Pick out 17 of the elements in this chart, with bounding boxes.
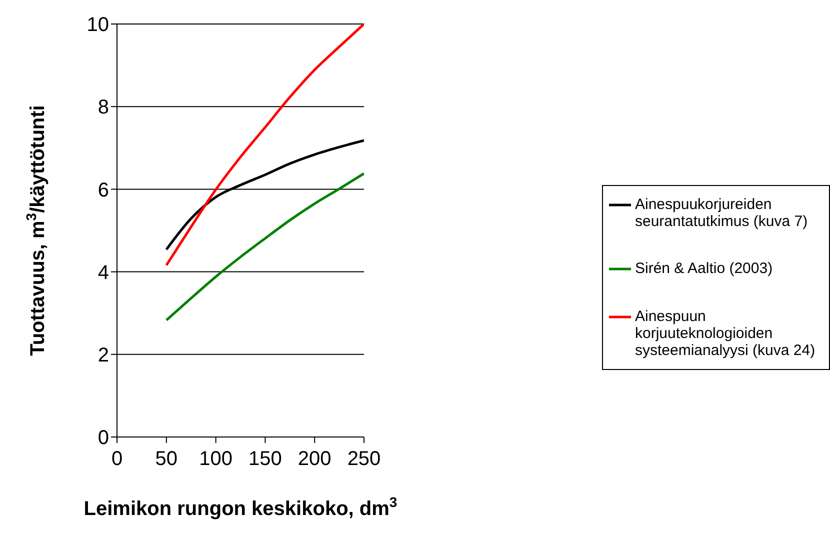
line-series	[165, 24, 364, 266]
legend-label: Ainespuukorjureiden seurantatutkimus (kuva 7)	[635, 196, 809, 230]
y-tick-label: 2	[98, 344, 109, 366]
x-tick-label: 200	[298, 448, 332, 470]
x-tick-label: 150	[248, 448, 282, 470]
y-tick-label: 8	[98, 96, 109, 119]
y-tick-label: 4	[98, 262, 109, 284]
line-series	[165, 172, 364, 322]
x-tick-label: 50	[155, 448, 178, 470]
x-tick-label: 100	[199, 448, 232, 470]
y-tick-label: 6	[98, 179, 109, 202]
y-tick-label: 0	[98, 427, 109, 450]
x-axis-title: Leimikon rungon keskikoko, dm$^{3}$	[84, 494, 398, 520]
legend-label: Sirén & Aaltio (2003)	[635, 260, 773, 277]
y-tick-label: 10	[86, 14, 109, 36]
legend-label: Ainespuun korjuuteknologioiden systeemianalyysi (kuva 24)	[635, 308, 816, 359]
x-tick-label: 250	[347, 448, 381, 470]
